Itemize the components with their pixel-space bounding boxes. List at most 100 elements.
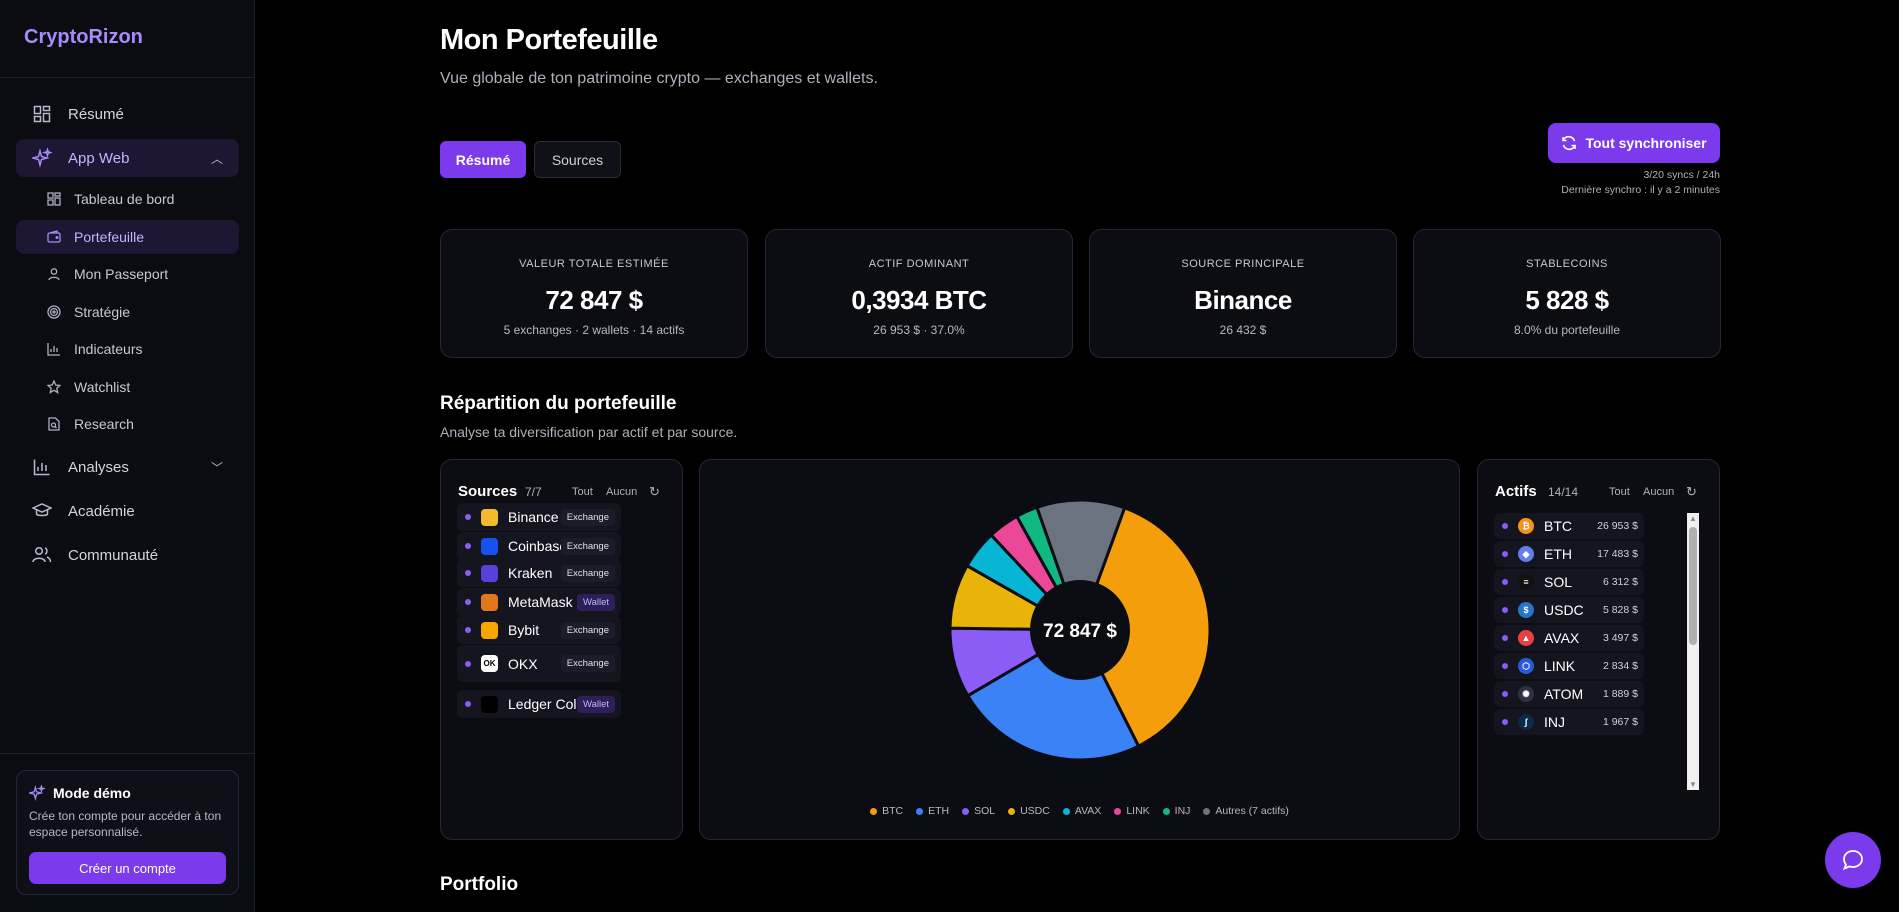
selected-dot — [465, 627, 471, 633]
legend-item[interactable]: LINK — [1114, 805, 1150, 817]
nav-label: Analyses — [68, 458, 129, 476]
pie-slice-btc[interactable] — [1078, 505, 1212, 749]
source-row[interactable]: Ledger Cold Wallet — [457, 690, 621, 718]
source-row[interactable]: CoinbaseExchange — [457, 532, 621, 560]
stat-card-source: SOURCE PRINCIPALE Binance 26 432 $ — [1089, 229, 1397, 358]
tab-sources[interactable]: Sources — [534, 141, 621, 178]
nav-label: Communauté — [68, 546, 159, 564]
pie-slice-autres[interactable] — [1035, 498, 1127, 635]
asset-amount: 17 483 $ — [1597, 548, 1638, 560]
asset-amount: 1 889 $ — [1602, 688, 1638, 700]
legend-swatch — [1008, 807, 1016, 815]
asset-row[interactable]: ≡ SOL 6 312 $ — [1494, 569, 1644, 595]
pie-center-label: 72 847 $ — [1043, 621, 1117, 642]
selected-dot — [465, 514, 471, 520]
asset-row[interactable]: ⬡ LINK 2 834 $ — [1494, 653, 1644, 679]
legend-item[interactable]: BTC — [870, 805, 903, 817]
source-row[interactable]: Binance Exchange — [457, 503, 621, 531]
stat-value: 0,3934 BTC — [851, 285, 987, 315]
asset-logo-icon: ₿ — [1518, 518, 1534, 534]
sync-all-button[interactable]: Tout synchroniser — [1548, 123, 1720, 163]
page-title: Mon Portefeuille — [440, 24, 658, 56]
sub-item-research[interactable]: Research — [16, 407, 239, 441]
legend-label: SOL — [974, 805, 996, 817]
sources-select-none[interactable]: Aucun — [606, 486, 638, 498]
asset-row[interactable]: ✺ ATOM 1 889 $ — [1494, 681, 1644, 707]
asset-row[interactable]: $ USDC 5 828 $ — [1494, 597, 1644, 623]
scroll-thumb[interactable] — [1689, 527, 1697, 645]
source-row[interactable]: Bybit Exchange — [457, 616, 621, 644]
source-name: OKX — [508, 655, 538, 672]
sub-item-mon-passeport[interactable]: Mon Passeport — [16, 257, 239, 291]
legend-label: AVAX — [1074, 805, 1102, 817]
nav-item-communaute[interactable]: Communauté — [16, 538, 239, 572]
selected-dot — [1502, 607, 1508, 613]
legend-label: BTC — [882, 805, 904, 817]
source-name: Coinbase — [508, 538, 561, 554]
sub-item-tableau-de-bord[interactable]: Tableau de bord — [16, 182, 239, 216]
stat-sub: 26 953 $ · 37.0% — [873, 323, 965, 337]
source-name: MetaMask ... — [508, 594, 577, 610]
legend-label: LINK — [1126, 805, 1150, 817]
stat-value: 5 828 $ — [1525, 285, 1609, 315]
brand-logo[interactable]: CryptoRizon — [24, 26, 143, 48]
nav-item-academie[interactable]: Académie — [16, 494, 239, 528]
reset-icon[interactable]: ↻ — [649, 484, 660, 499]
legend-item[interactable]: INJ — [1162, 805, 1190, 817]
asset-row[interactable]: ₿ BTC 26 953 $ — [1494, 513, 1644, 539]
sub-item-strategie[interactable]: Stratégie — [16, 295, 239, 329]
legend-item[interactable]: SOL — [962, 805, 995, 817]
user-icon — [46, 266, 62, 282]
asset-amount: 2 834 $ — [1602, 660, 1638, 672]
nav-item-app-web[interactable]: App Web ︿ — [16, 139, 239, 177]
source-row[interactable]: OK OKX Exchange — [457, 645, 621, 682]
demo-title-text: Mode démo — [53, 785, 131, 801]
page-subtitle: Vue globale de ton patrimoine crypto — e… — [440, 70, 878, 87]
stat-sub: 5 exchanges · 2 wallets · 14 actifs — [503, 323, 685, 337]
source-logo-icon — [481, 508, 498, 526]
main-content: Mon Portefeuille Vue globale de ton patr… — [256, 0, 1899, 912]
asset-amount: 26 953 $ — [1597, 520, 1638, 532]
sub-item-portefeuille[interactable]: Portefeuille — [16, 220, 239, 254]
legend-item[interactable]: USDC — [1008, 805, 1050, 817]
legend-item[interactable]: AVAX — [1062, 805, 1102, 817]
scroll-down-icon[interactable]: ▼ — [1689, 780, 1697, 789]
chat-button[interactable] — [1825, 832, 1881, 888]
legend-swatch — [1114, 807, 1122, 815]
reset-icon[interactable]: ↻ — [1686, 484, 1697, 499]
asset-row[interactable]: ▲ AVAX 3 497 $ — [1494, 625, 1644, 651]
source-row[interactable]: MetaMask ...Wallet — [457, 588, 621, 616]
selected-dot — [465, 660, 471, 667]
scroll-up-icon[interactable]: ▲ — [1689, 514, 1697, 523]
nav-item-resume[interactable]: Résumé — [16, 97, 239, 131]
nav-label: Académie — [68, 502, 135, 520]
asset-logo-icon: ⬡ — [1518, 658, 1534, 674]
pie-center — [1030, 580, 1130, 680]
source-logo-icon — [481, 695, 498, 713]
asset-logo-icon: ▲ — [1518, 630, 1534, 646]
legend-label: Autres (7 actifs) — [1215, 805, 1289, 817]
assets-select-none[interactable]: Aucun — [1643, 486, 1675, 498]
source-row[interactable]: Kraken Exchange — [457, 559, 621, 587]
legend-item[interactable]: ETH — [916, 805, 949, 817]
sub-item-watchlist[interactable]: Watchlist — [16, 370, 239, 404]
legend-swatch — [962, 807, 970, 815]
sync-quota: 3/20 syncs / 24h — [1643, 169, 1720, 181]
legend-label: ETH — [928, 805, 950, 817]
asset-row[interactable]: ◆ ETH 17 483 $ — [1494, 541, 1644, 567]
legend-item[interactable]: Autres (7 actifs) — [1203, 805, 1289, 817]
asset-logo-icon: ◆ — [1518, 546, 1534, 562]
wallet-icon — [46, 229, 62, 245]
chevron-down-icon: ﹀ — [210, 460, 223, 475]
nav-item-analyses[interactable]: Analyses ﹀ — [16, 450, 239, 484]
asset-logo-icon: ʃ — [1518, 714, 1534, 730]
selected-dot — [1502, 551, 1508, 557]
sub-item-indicateurs[interactable]: Indicateurs — [16, 332, 239, 366]
tab-resume[interactable]: Résumé — [440, 141, 526, 178]
sources-select-all[interactable]: Tout — [572, 486, 593, 498]
assets-select-all[interactable]: Tout — [1609, 486, 1630, 498]
selected-dot — [1502, 691, 1508, 697]
assets-scrollbar[interactable]: ▲ ▼ — [1687, 513, 1699, 790]
asset-row[interactable]: ʃ INJ 1 967 $ — [1494, 709, 1644, 735]
create-account-button[interactable]: Créer un compte — [29, 852, 226, 884]
